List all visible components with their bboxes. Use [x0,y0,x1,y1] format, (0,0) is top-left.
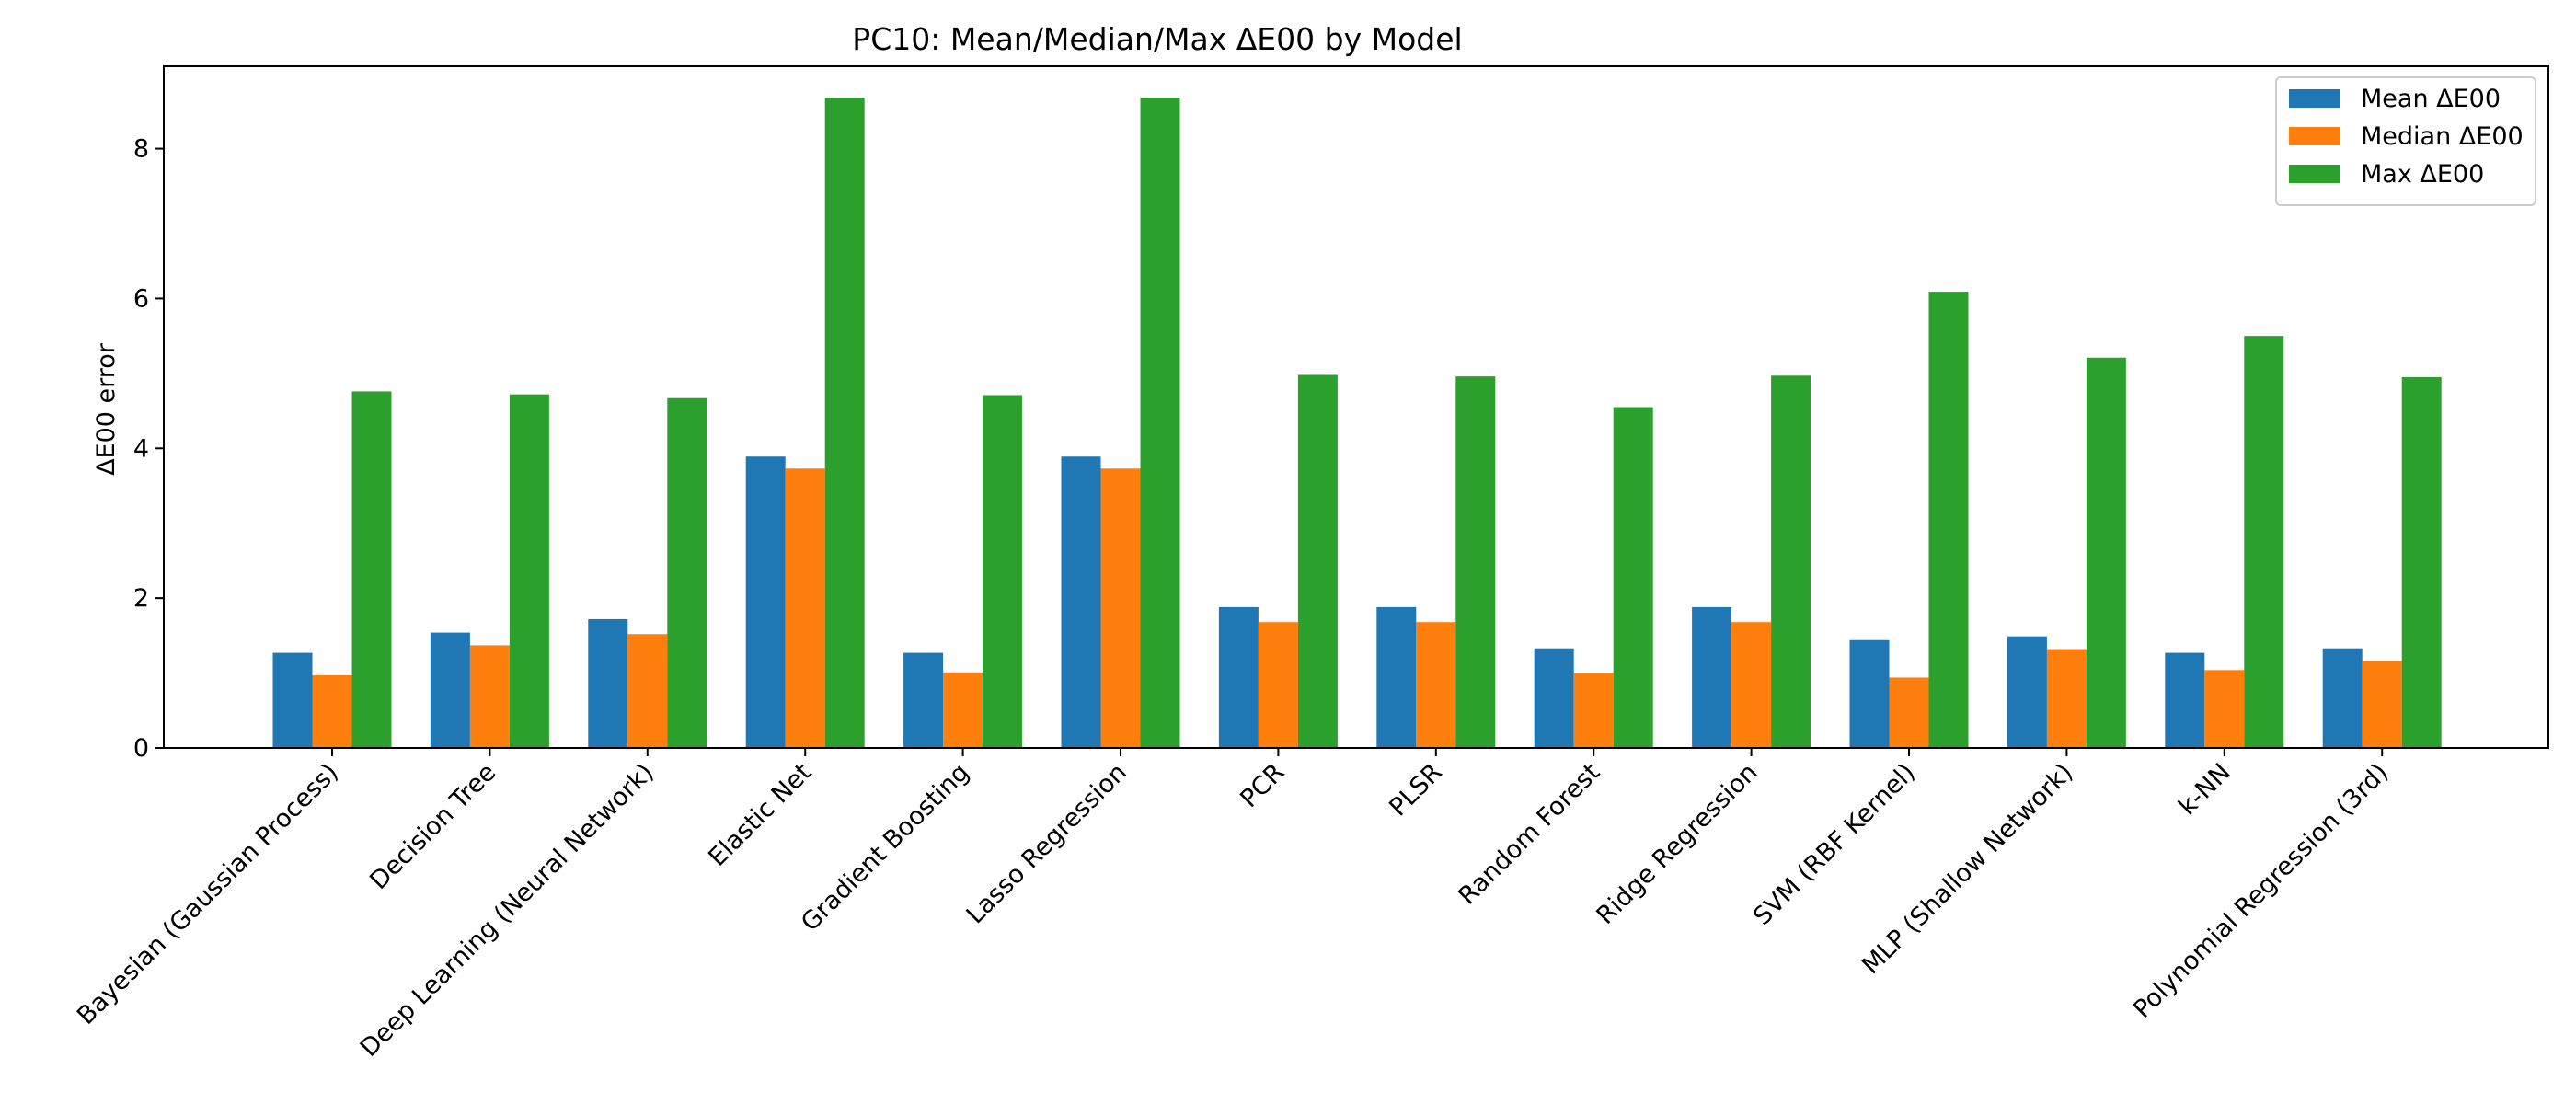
bar-2-13 [2204,670,2245,748]
bar-3-9 [1613,407,1653,748]
bar-1-13 [2165,652,2205,748]
bar-2-9 [1573,673,1614,748]
bar-1-8 [1376,606,1417,748]
legend-swatch-3 [2289,165,2340,183]
bar-2-6 [1100,468,1141,748]
y-tick-label-4: 8 [133,135,149,164]
bar-1-12 [2007,636,2047,748]
legend-swatch-1 [2289,89,2340,108]
bar-3-5 [983,395,1023,748]
bar-1-2 [430,632,470,748]
bar-1-10 [1692,606,1732,748]
bar-3-13 [2244,336,2284,748]
legend-box [2275,76,2536,206]
y-ticks-group: 0 2 4 6 8 [133,135,164,763]
x-tick-label-6: Lasso Regression [961,758,1133,929]
bar-3-14 [2401,376,2442,748]
bar-1-7 [1218,606,1259,748]
x-tick-label-13: k-NN [2173,758,2236,821]
bar-1-14 [2322,648,2363,748]
y-tick-label-1: 2 [133,584,149,613]
bars-group [272,98,2442,748]
x-tick-label-8: PLSR [1384,758,1447,822]
y-tick-label-2: 4 [133,434,149,463]
plot-frame [163,65,2549,749]
bar-3-10 [1771,375,1811,748]
x-tick-label-9: Random Forest [1454,758,1606,911]
x-tick-label-10: Ridge Regression [1592,758,1764,930]
bar-3-3 [667,397,707,748]
bar-1-1 [272,652,313,748]
bar-1-4 [745,456,786,748]
y-axis-label: ΔE00 error [92,342,121,476]
y-tick-label-0: 0 [133,734,149,763]
x-tick-label-14: Polynomial Regression (3rd) [2128,758,2394,1024]
y-tick-label-3: 6 [133,284,149,313]
bar-3-2 [509,394,549,748]
legend-label-3: Max ΔE00 [2361,160,2484,189]
bar-2-14 [2362,661,2402,748]
legend: Mean ΔE00 Median ΔE00 Max ΔE00 [2275,76,2536,206]
bar-2-5 [943,672,983,748]
bar-3-11 [1928,292,1969,748]
bar-1-11 [1849,639,1890,748]
x-tick-label-5: Gradient Boosting [796,758,975,937]
bar-2-10 [1731,622,1772,748]
x-ticks-group: Bayesian (Gaussian Process) Decision Tree… [72,748,2394,1063]
bar-3-4 [824,98,865,748]
bar-3-7 [1297,374,1338,748]
x-tick-label-11: SVM (RBF Kernel) [1748,758,1921,931]
legend-label-1: Mean ΔE00 [2361,85,2501,113]
bar-3-1 [351,391,392,748]
bar-1-3 [588,618,628,748]
bar-2-12 [2046,649,2087,748]
bar-2-7 [1258,622,1298,748]
x-tick-label-4: Elastic Net [703,758,817,872]
bar-3-6 [1140,98,1180,748]
bar-2-4 [785,468,825,748]
bar-1-6 [1061,456,1101,748]
bar-3-12 [2086,357,2126,748]
bar-2-11 [1889,677,1929,748]
bar-2-3 [627,634,668,748]
bar-2-1 [312,675,352,748]
legend-label-2: Median ΔE00 [2361,122,2524,151]
bar-1-9 [1534,648,1574,748]
bar-3-8 [1455,376,1496,748]
bar-2-2 [469,645,510,748]
x-tick-label-2: Decision Tree [364,758,501,895]
x-tick-label-1: Bayesian (Gaussian Process) [72,758,344,1030]
legend-swatch-2 [2289,127,2340,145]
x-tick-label-7: PCR [1235,758,1290,813]
bar-1-5 [903,652,944,748]
chart-title: PC10: Mean/Median/Max ΔE00 by Model [852,21,1462,57]
x-tick-label-3: Deep Learning (Neural Network) [355,758,660,1063]
bar-2-8 [1416,622,1456,748]
